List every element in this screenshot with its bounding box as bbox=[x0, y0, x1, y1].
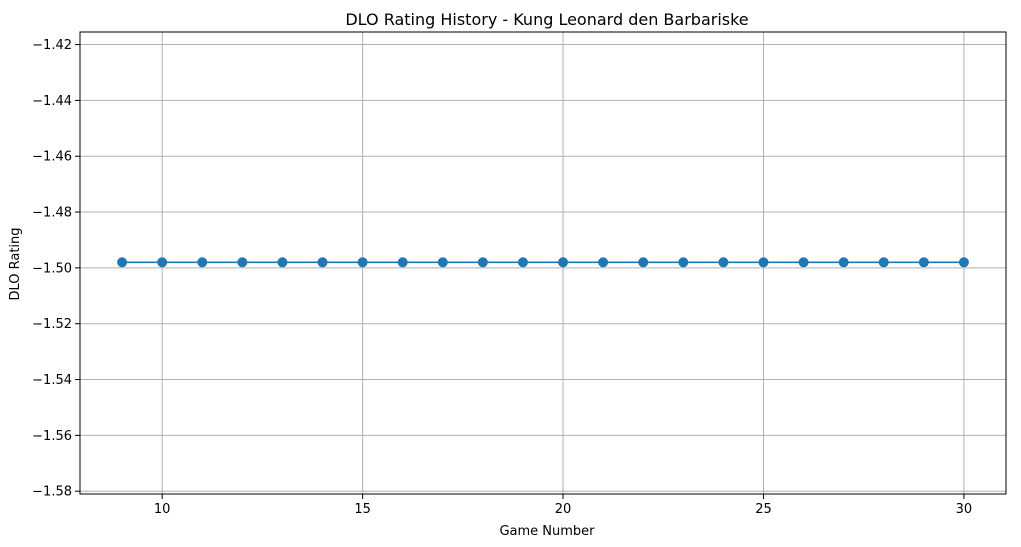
data-point bbox=[638, 257, 649, 268]
data-point bbox=[477, 257, 488, 268]
data-point bbox=[197, 257, 208, 268]
y-tick-label: −1.54 bbox=[32, 373, 72, 388]
data-point bbox=[918, 257, 929, 268]
plot-frame bbox=[79, 31, 1007, 495]
x-axis-ticks: 10 15 20 25 30 bbox=[154, 494, 972, 517]
x-axis-label: Game Number bbox=[499, 524, 595, 539]
data-point bbox=[517, 257, 528, 268]
data-point bbox=[157, 257, 168, 268]
x-tick-label: 10 bbox=[154, 502, 171, 517]
data-point bbox=[678, 257, 689, 268]
data-point bbox=[878, 257, 889, 268]
x-tick-label: 30 bbox=[956, 502, 973, 517]
data-point bbox=[357, 257, 368, 268]
x-tick-label: 15 bbox=[354, 502, 371, 517]
data-points bbox=[117, 257, 969, 268]
data-point bbox=[117, 257, 128, 268]
y-axis-ticks: −1.42 −1.44 −1.46 −1.48 −1.50 −1.52 −1.54 −1.56… bbox=[32, 38, 80, 500]
data-point bbox=[277, 257, 288, 268]
data-point bbox=[838, 257, 849, 268]
data-point bbox=[798, 257, 809, 268]
data-point bbox=[437, 257, 448, 268]
y-tick-label: −1.52 bbox=[32, 317, 72, 332]
y-tick-label: −1.50 bbox=[32, 261, 72, 276]
x-tick-label: 20 bbox=[555, 502, 572, 517]
data-point bbox=[718, 257, 729, 268]
y-tick-label: −1.56 bbox=[32, 429, 72, 444]
y-tick-label: −1.48 bbox=[32, 206, 72, 221]
grid-lines bbox=[80, 32, 1006, 494]
data-point bbox=[558, 257, 569, 268]
x-tick-label: 25 bbox=[755, 502, 772, 517]
y-tick-label: −1.44 bbox=[32, 94, 72, 109]
data-point bbox=[397, 257, 408, 268]
data-point bbox=[758, 257, 769, 268]
chart-title: DLO Rating History - Kung Leonard den Ba… bbox=[345, 10, 748, 29]
y-tick-label: −1.42 bbox=[32, 38, 72, 53]
y-tick-label: −1.46 bbox=[32, 150, 72, 165]
y-tick-label: −1.58 bbox=[32, 485, 72, 500]
y-axis-label: DLO Rating bbox=[8, 227, 23, 300]
data-point bbox=[958, 257, 969, 268]
data-point bbox=[237, 257, 248, 268]
data-point bbox=[598, 257, 609, 268]
data-point bbox=[317, 257, 328, 268]
